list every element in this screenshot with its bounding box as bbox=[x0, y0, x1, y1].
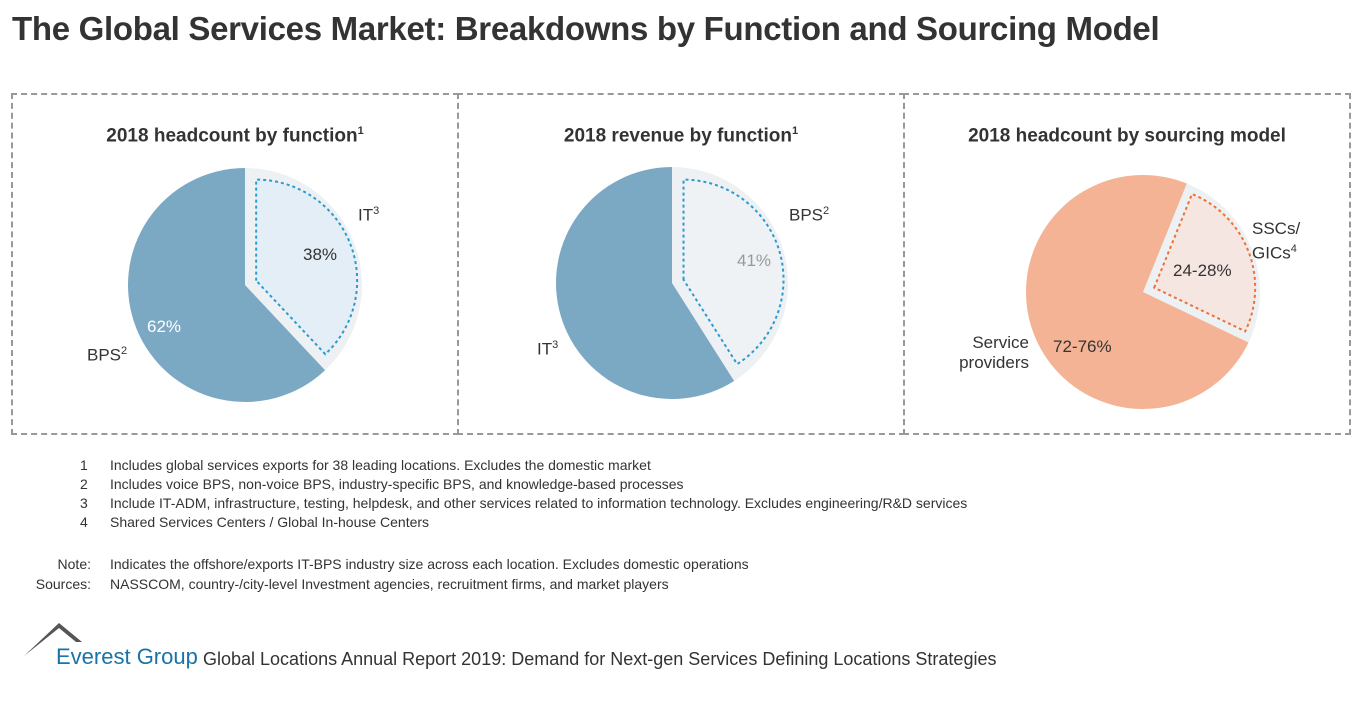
slice-value-service-providers: 72-76% bbox=[1053, 337, 1112, 356]
footnote: 3 Include IT-ADM, infrastructure, testing… bbox=[80, 495, 968, 511]
slice-label-bps: BPS2 bbox=[87, 345, 128, 365]
sources-text: NASSCOM, country-/city-level Investment … bbox=[110, 576, 669, 592]
slice-label-sscs: SSCs/ GICs4 bbox=[1252, 219, 1301, 263]
panel-revenue-by-function: 2018 revenue by function1 BPS2 41% IT3 bbox=[457, 93, 905, 435]
footnote: 4 Shared Services Centers / Global In-hou… bbox=[80, 514, 430, 530]
pie-slice bbox=[682, 178, 785, 366]
report-title: Global Locations Annual Report 2019: Dem… bbox=[203, 649, 997, 669]
pie-slice bbox=[556, 167, 735, 399]
slice-value-bps: 41% bbox=[737, 251, 772, 270]
slice-label-it: IT3 bbox=[358, 205, 380, 225]
pie-chart bbox=[1026, 175, 1260, 409]
slice-label-service-providers: Service providers bbox=[959, 333, 1029, 372]
pie-slice bbox=[128, 168, 326, 402]
slice-label-it: IT3 bbox=[537, 339, 559, 359]
panel-headcount-by-sourcing: 2018 headcount by sourcing model SSCs/ G… bbox=[903, 93, 1351, 435]
sources-label: Sources: bbox=[35, 576, 91, 592]
chart-title: 2018 headcount by sourcing model bbox=[968, 125, 1286, 147]
brand-name: Everest Group bbox=[56, 644, 198, 669]
slice-label-bps: BPS2 bbox=[789, 205, 830, 225]
chart-title: 2018 headcount by function1 bbox=[106, 125, 364, 147]
footnote: 1 Includes global services exports for 38… bbox=[80, 457, 651, 473]
note-text: Indicates the offshore/exports IT-BPS in… bbox=[110, 556, 749, 572]
panel-headcount-by-function: 2018 headcount by function1 IT3 38% BPS2… bbox=[11, 93, 459, 435]
pie-slice bbox=[255, 178, 359, 356]
pie-slice bbox=[1152, 192, 1257, 333]
slice-value-bps: 62% bbox=[147, 317, 182, 336]
slice-value-sscs: 24-28% bbox=[1173, 261, 1232, 280]
pie-chart bbox=[128, 168, 363, 402]
pie-chart bbox=[556, 167, 788, 399]
page-title: The Global Services Market: Breakdowns b… bbox=[12, 10, 1160, 47]
chart-title: 2018 revenue by function1 bbox=[563, 125, 799, 147]
pie-slice bbox=[1026, 175, 1249, 409]
footnotes: 1 Includes global services exports for 38… bbox=[80, 456, 967, 532]
slice-value-it: 38% bbox=[303, 245, 338, 264]
everest-mountain-logo-icon bbox=[24, 623, 82, 656]
footnote: 2 Includes voice BPS, non-voice BPS, indu… bbox=[80, 476, 684, 492]
note-label: Note: bbox=[57, 556, 91, 572]
